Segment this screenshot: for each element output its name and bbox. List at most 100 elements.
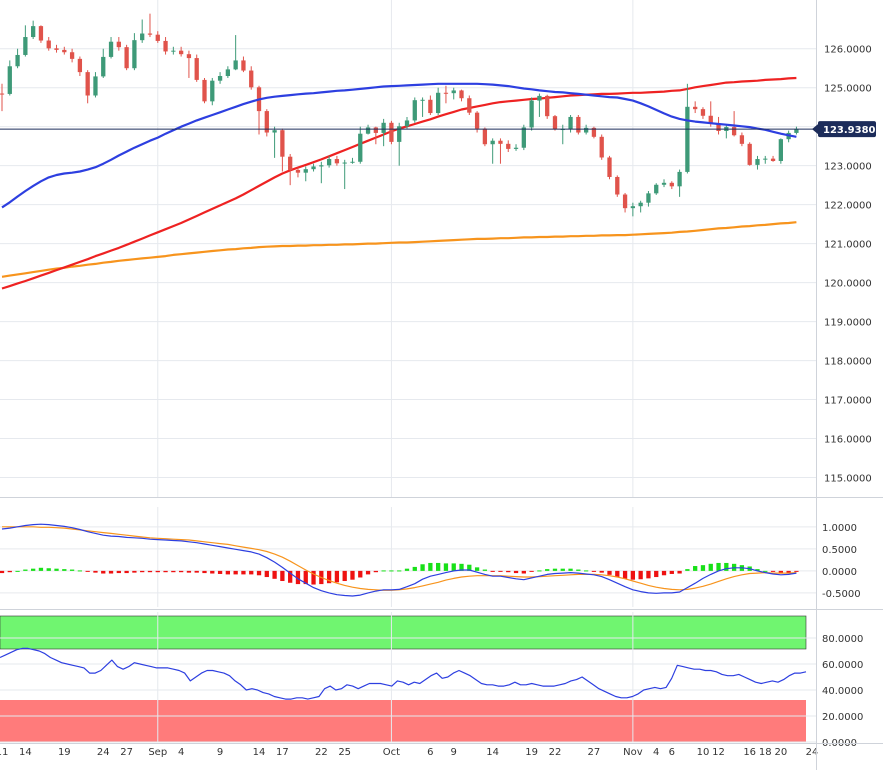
macd-histogram-bar <box>521 570 526 574</box>
candle-body <box>116 41 121 48</box>
macd-histogram-bar <box>358 570 363 578</box>
candle-body <box>54 48 59 50</box>
macd-histogram-bar <box>249 570 254 575</box>
candle-body <box>661 182 667 185</box>
candle-body <box>576 116 581 133</box>
candle-body <box>513 147 519 149</box>
date-tick-label: 6 <box>427 747 433 758</box>
price-tick-label: 126.0000 <box>824 45 872 56</box>
date-tick-label: 11 <box>0 747 8 758</box>
date-tick-label: Nov <box>623 747 643 758</box>
macd-line <box>1 523 797 597</box>
macd-histogram-bar <box>15 570 20 572</box>
macd-histogram-bar <box>646 570 651 579</box>
candle-body <box>31 26 36 38</box>
sma-fast-path <box>1 82 797 209</box>
candle-body <box>0 93 5 95</box>
candle-body <box>171 50 176 52</box>
candle-body <box>459 90 464 99</box>
macd-tick-label: 0.5000 <box>822 545 857 556</box>
macd-histogram-bar <box>241 570 246 575</box>
macd-histogram-bar <box>326 570 332 584</box>
macd-tick-label: 0.0000 <box>822 567 857 578</box>
date-tick-label: 12 <box>712 747 725 758</box>
candle-body <box>365 127 371 134</box>
candle-body <box>85 72 90 96</box>
candle-body <box>62 49 67 53</box>
macd-histogram-bar <box>770 570 776 572</box>
candle-body <box>132 40 137 69</box>
macd-histogram-bar <box>7 570 12 573</box>
candle-body <box>280 130 285 157</box>
candle-body <box>311 166 316 170</box>
macd-histogram-bar <box>630 570 636 580</box>
candle-body <box>591 127 597 137</box>
date-tick-label: 27 <box>120 747 133 758</box>
last-price-pointer <box>812 124 818 135</box>
candle-body <box>194 58 199 80</box>
rsi-tick-label: 40.0000 <box>822 686 863 697</box>
macd-histogram-bar <box>194 570 199 573</box>
candle-body <box>420 99 425 101</box>
price-tick-label: 123.0000 <box>824 162 872 173</box>
macd-tick-label: 1.0000 <box>822 523 857 534</box>
macd-histogram-bar <box>350 570 355 580</box>
macd-tick-label: -0.5000 <box>822 589 861 600</box>
date-tick-label: 27 <box>588 747 601 758</box>
candle-body <box>451 90 456 94</box>
last-price-label: 123.9380 <box>823 125 876 136</box>
rsi-tick-label: 20.0000 <box>822 712 863 723</box>
candle-body <box>467 98 472 113</box>
macd-histogram-bar <box>560 568 565 571</box>
candle-body <box>474 112 480 129</box>
candle-body <box>249 70 254 88</box>
candle-body <box>210 80 215 102</box>
macd-histogram-bar <box>373 570 378 573</box>
macd-histogram-bar <box>69 569 75 571</box>
candle-body <box>685 106 690 172</box>
macd-histogram-bar <box>685 569 690 571</box>
candle-body <box>599 136 604 158</box>
candle-body <box>303 169 308 173</box>
candle-body <box>669 182 674 187</box>
macd-histogram-bar <box>451 563 456 571</box>
candle-body <box>693 106 698 110</box>
candle-body <box>358 133 363 162</box>
price-tick-label: 122.0000 <box>824 201 872 212</box>
macd-histogram-bar <box>576 569 581 571</box>
macd-histogram-bar <box>233 570 238 575</box>
sma-slow-line <box>1 221 797 278</box>
candle-body <box>763 158 768 160</box>
macd-histogram-bar <box>498 570 503 572</box>
candle-body <box>622 194 628 209</box>
candle-body <box>373 127 378 133</box>
candle-body <box>155 34 160 41</box>
date-tick-label: Oct <box>383 747 400 758</box>
macd-histogram-bar <box>545 569 550 571</box>
macd-histogram-bar <box>794 570 799 572</box>
macd-histogram-bar <box>101 570 106 574</box>
candle-body <box>490 140 495 145</box>
candle-body <box>38 26 44 41</box>
candle-body <box>436 92 441 114</box>
date-tick-label: 6 <box>669 747 675 758</box>
candle-body <box>140 33 145 41</box>
candle-body <box>638 202 643 207</box>
candle-body <box>794 129 799 133</box>
date-tick-label: 20 <box>774 747 787 758</box>
candle-body <box>124 47 129 69</box>
macd-histogram-bar <box>334 570 340 583</box>
macd-histogram-bar <box>38 567 44 571</box>
macd-histogram-bar <box>412 566 417 571</box>
macd-histogram-bar <box>552 568 558 571</box>
candle-body <box>630 206 636 209</box>
candle-body <box>202 79 207 102</box>
candle-body <box>739 135 745 144</box>
macd-histogram-bar <box>778 570 783 573</box>
rsi-tick-label: 60.0000 <box>822 660 863 671</box>
macd-histogram-bar <box>288 570 293 583</box>
candle-body <box>147 33 153 35</box>
macd-histogram-bar <box>381 570 386 572</box>
macd-histogram-bar <box>202 570 207 574</box>
